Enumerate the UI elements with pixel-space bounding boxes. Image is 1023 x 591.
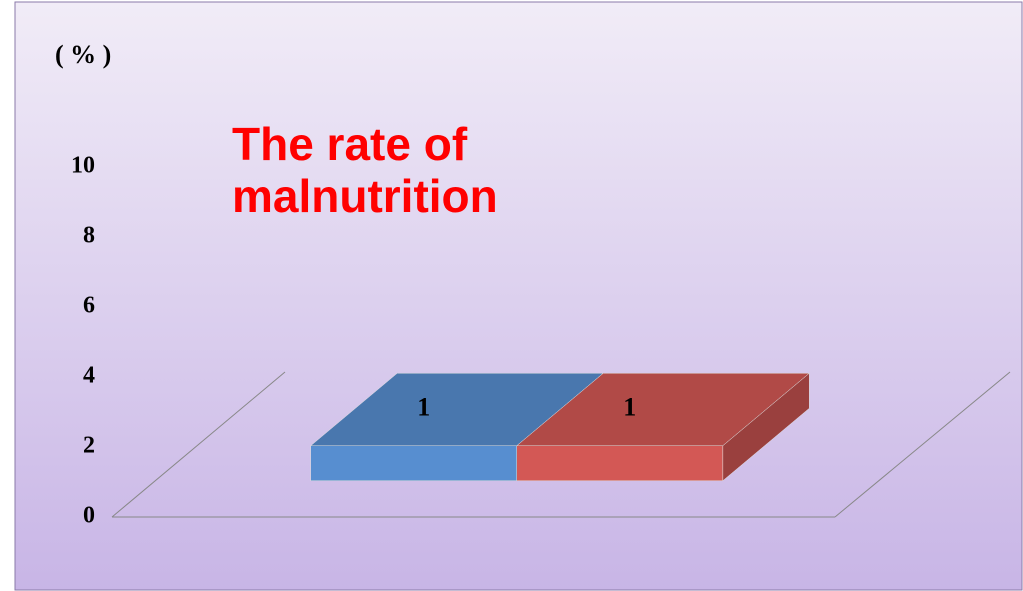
bar — [310, 445, 517, 481]
chart-title: The rate of malnutrition — [232, 118, 498, 222]
background — [14, 1, 1023, 591]
y-axis-label: ( % ) — [55, 40, 111, 69]
y-tick-label: 6 — [83, 293, 95, 319]
data-label: 1 — [417, 392, 430, 421]
y-tick-label: 10 — [71, 153, 95, 179]
y-tick-label: 4 — [83, 363, 95, 389]
y-tick-label: 2 — [83, 433, 95, 459]
data-label: 1 — [623, 392, 636, 421]
y-tick-label: 0 — [83, 503, 95, 529]
floor — [111, 371, 1011, 518]
bar — [516, 445, 724, 481]
y-tick-label: 8 — [83, 223, 95, 249]
